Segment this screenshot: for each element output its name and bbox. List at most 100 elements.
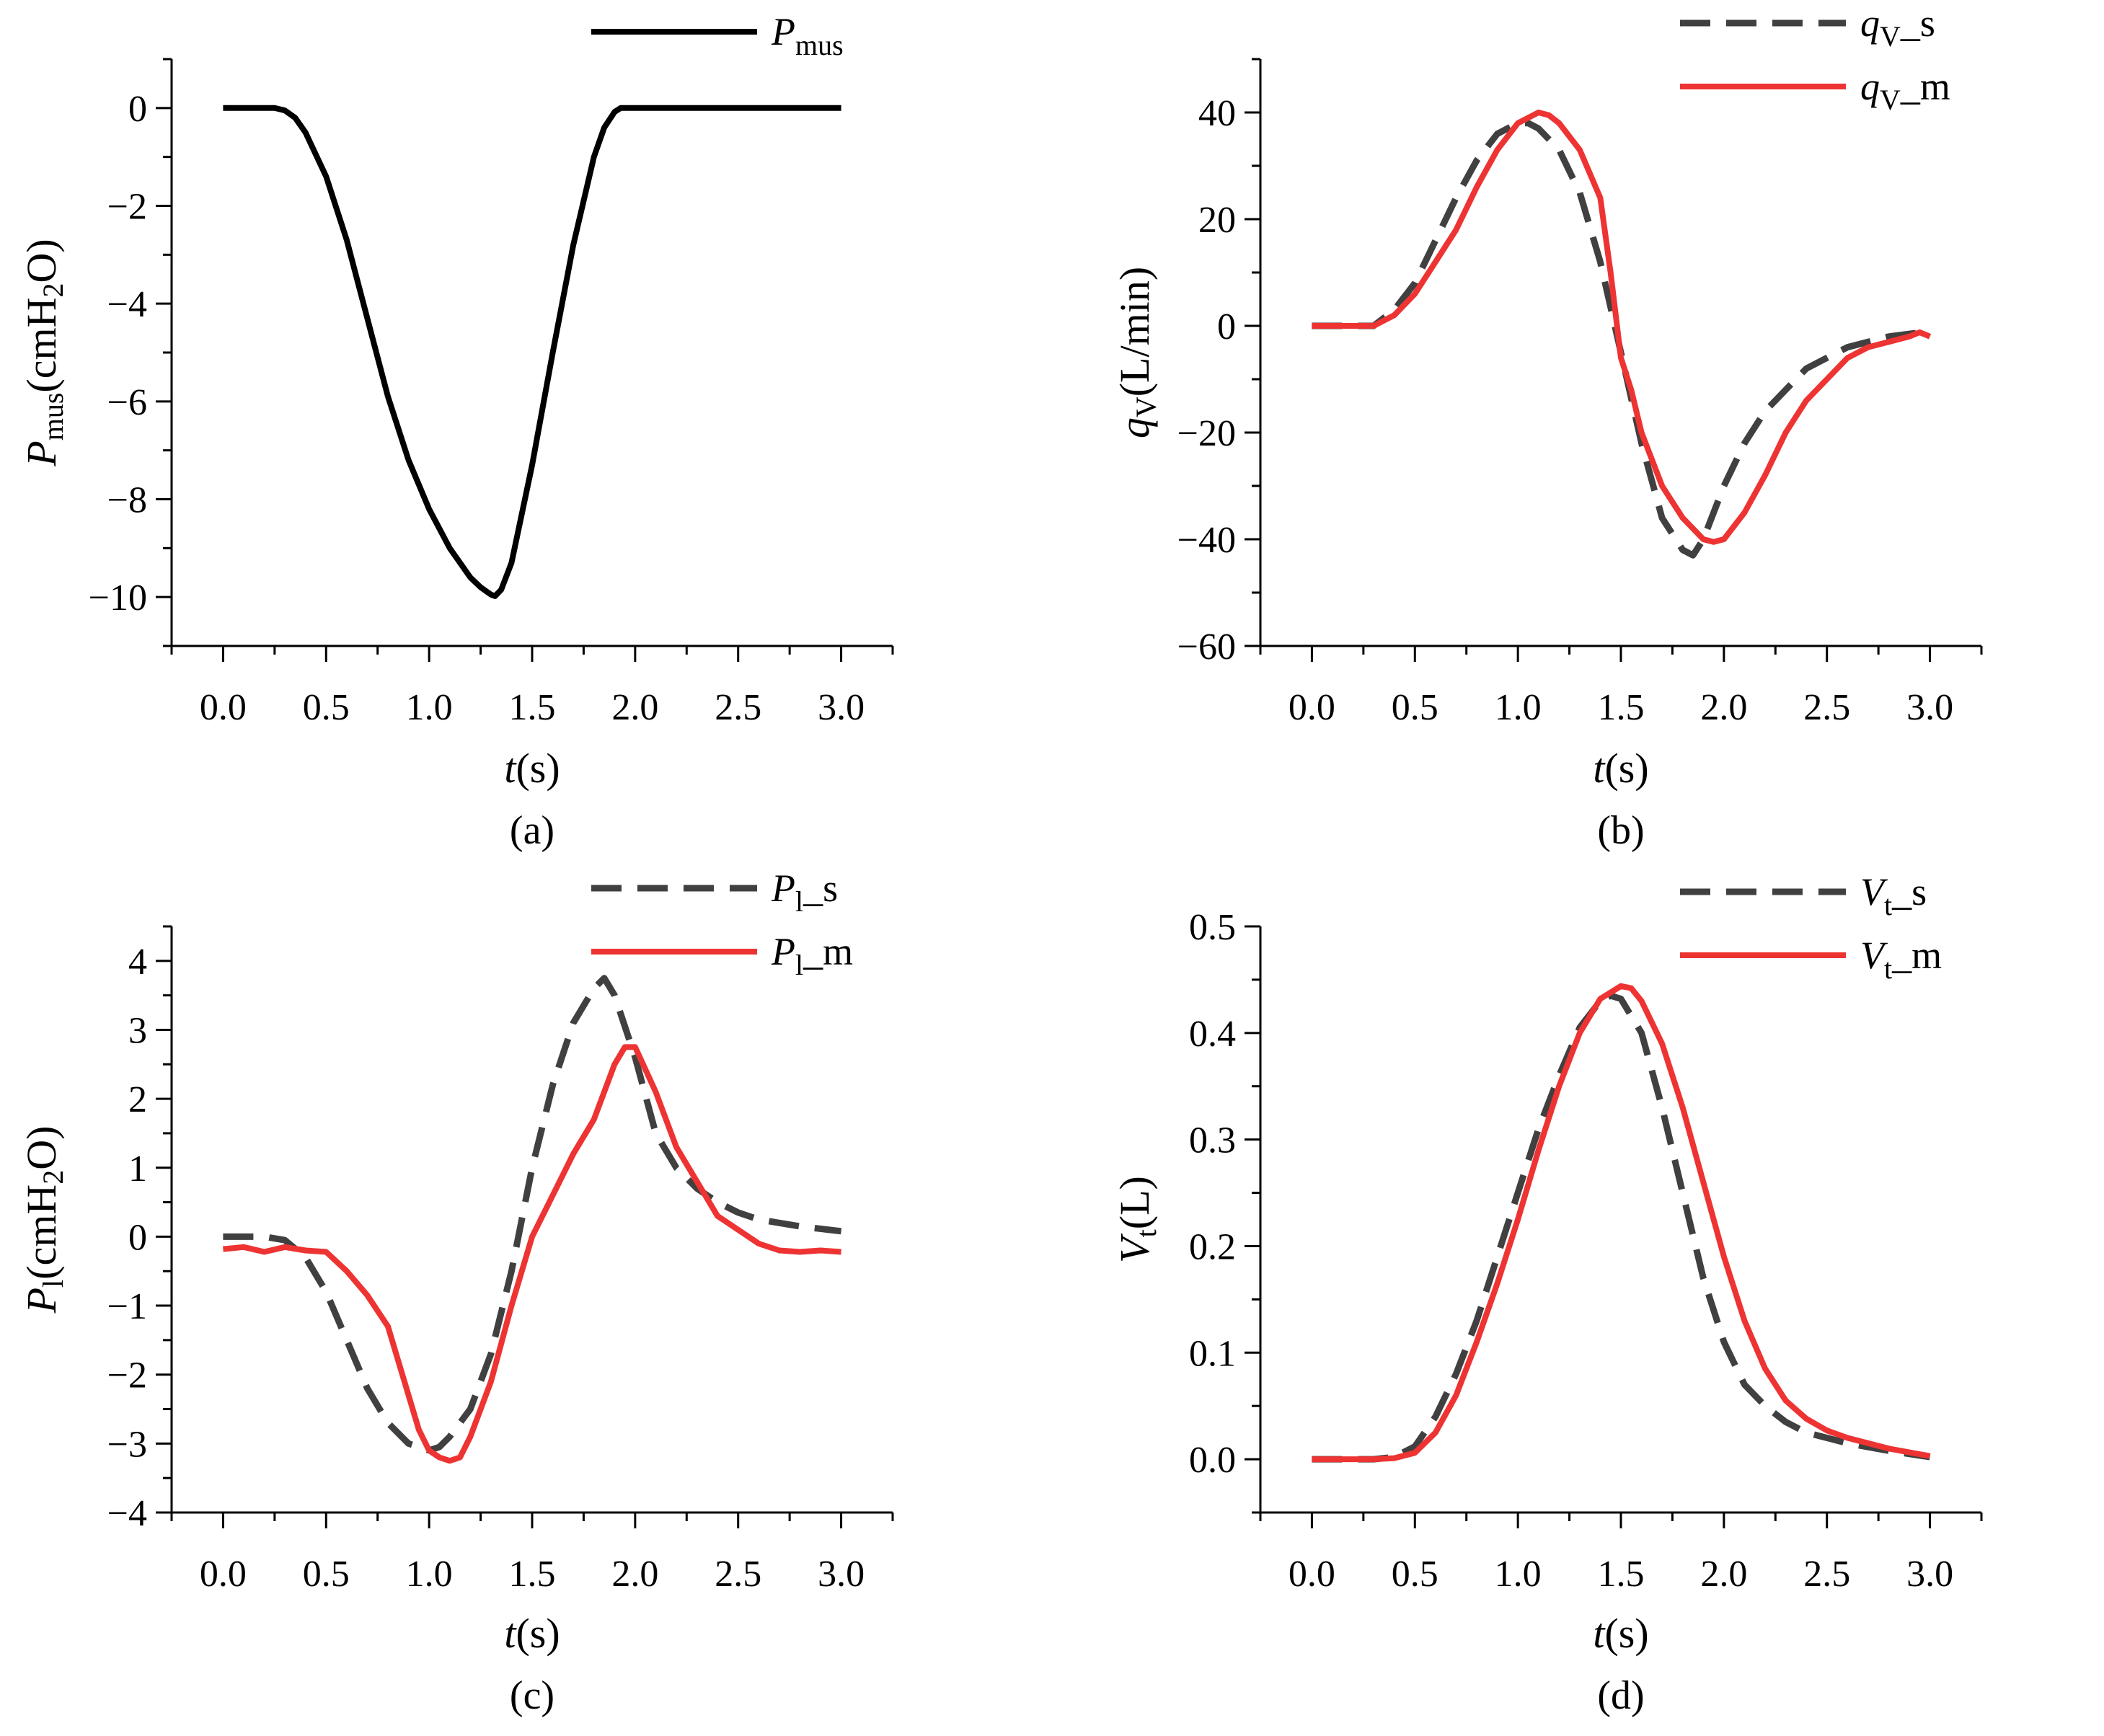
y-tick-label: −3	[107, 1424, 147, 1465]
y-tick-label: −2	[107, 187, 147, 228]
chart-panel-3: 0.0 0.5 1.0 1.5 2.0 2.5 3.0 4 3 2 1 0 −1 −2 −3 −4 t(s) Pl…	[18, 867, 894, 1718]
x-axis-label-unit: (s)	[516, 745, 560, 792]
x-tick-label: 1.0	[406, 1554, 453, 1595]
x-tick-label: 2.5	[1803, 1554, 1850, 1595]
legend-symbol: q	[1860, 65, 1880, 108]
y-tick-label: 0.4	[1189, 1014, 1236, 1055]
y-tick-label: −4	[107, 1493, 147, 1534]
chart-panel-1: 0.0 0.5 1.0 1.5 2.0 2.5 3.0 0 −2 −4 −6 −8 −10 t(s) Pmu…	[18, 10, 894, 853]
legend-label-2: Pl_m	[771, 930, 853, 981]
legend-suffix: _s	[803, 867, 838, 910]
chart-panel-2: 0.0 0.5 1.0 1.5 2.0 2.5 3.0 40 20 0 −20 −40 −60 t(s) q…	[1111, 1, 1983, 853]
y-axis-label-unit: (cmH	[18, 298, 65, 393]
x-tick-label: 2.0	[1700, 1554, 1747, 1595]
x-axis-label-symbol: t	[504, 745, 517, 792]
series-line-1	[223, 105, 841, 599]
y-tick-label: 4	[128, 942, 147, 983]
legend-label-1: Vt_s	[1860, 870, 1927, 921]
y-tick-label: 0	[128, 1217, 147, 1258]
y-axis-label-symbol: q	[1111, 417, 1158, 438]
y-tick-label: 3	[128, 1010, 147, 1051]
chart-panel-4: 0.0 0.5 1.0 1.5 2.0 2.5 3.0 0.5 0.4 0.3 0.2 0.1 0.0 t…	[1111, 870, 1983, 1718]
y-axis-label-subscript: t	[1130, 1229, 1162, 1237]
y-tick-label: −60	[1177, 626, 1236, 668]
x-axis-label-symbol: t	[1593, 1610, 1606, 1657]
x-tick-label: 1.5	[1598, 687, 1645, 728]
panel-caption: (a)	[510, 808, 554, 853]
legend-subscript: V	[1880, 84, 1901, 116]
x-axis-label-unit: (s)	[1604, 745, 1648, 792]
y-tick-label: −2	[107, 1355, 147, 1396]
x-tick-label: 0.5	[303, 687, 350, 728]
y-axis-label-subscript: V	[1130, 397, 1162, 417]
panel-caption: (c)	[510, 1673, 554, 1718]
y-tick-label: 0.3	[1189, 1120, 1236, 1161]
x-tick-label: 1.0	[1495, 1554, 1542, 1595]
y-axis-label-unit-end: O)	[18, 1126, 65, 1170]
legend-suffix: _m	[1900, 65, 1950, 108]
legend-symbol: V	[1860, 870, 1888, 913]
x-axis-label: t(s)	[1593, 745, 1648, 792]
x-tick-label: 2.0	[1700, 687, 1747, 728]
legend-symbol: P	[771, 10, 795, 53]
x-axis-label-unit: (s)	[516, 1610, 560, 1657]
legend-suffix: _s	[1891, 870, 1927, 913]
series-line-1	[1312, 120, 1931, 559]
y-axis-label-unit: (L/min)	[1111, 267, 1158, 397]
x-tick-label: 1.5	[509, 1554, 556, 1595]
y-tick-label: 0	[128, 89, 147, 130]
x-tick-label: 2.5	[715, 687, 761, 728]
y-axis-label: qV(L/min)	[1111, 267, 1162, 438]
series-line-2	[1312, 983, 1931, 1463]
y-tick-label: 0.0	[1189, 1440, 1236, 1481]
y-tick-label: −6	[107, 382, 147, 423]
legend-subscript: l	[795, 949, 803, 981]
y-axis-label: Pl(cmH2O)	[18, 1126, 69, 1314]
y-axis-label-unit-end: O)	[18, 239, 65, 283]
x-axis-label-symbol: t	[1593, 745, 1606, 792]
x-tick-label: 3.0	[818, 687, 865, 728]
y-axis-label-subscript: l	[37, 1280, 69, 1288]
legend-subscript: t	[1884, 889, 1892, 921]
x-tick-label: 1.0	[406, 687, 453, 728]
legend-label-2: Vt_m	[1860, 934, 1942, 985]
y-tick-label: −4	[107, 284, 147, 325]
legend-suffix: _m	[803, 930, 853, 973]
x-axis-label: t(s)	[1593, 1610, 1648, 1657]
y-axis-label: Pmus(cmH2O)	[18, 239, 69, 466]
legend-suffix: _s	[1900, 1, 1935, 45]
legend-label-1: qV_s	[1860, 1, 1935, 53]
legend-suffix: _m	[1891, 934, 1942, 977]
x-axis-label: t(s)	[504, 745, 560, 792]
x-tick-label: 3.0	[1906, 687, 1953, 728]
y-axis-label-symbol: V	[1111, 1233, 1158, 1263]
y-axis-label-subscript-2: 2	[37, 283, 69, 298]
y-axis-label-unit: (L)	[1111, 1176, 1158, 1229]
y-axis-label-subscript: mus	[37, 393, 69, 441]
legend-label-1: Pmus	[771, 10, 844, 61]
y-tick-label: 40	[1198, 93, 1236, 134]
legend-subscript: t	[1884, 952, 1892, 985]
legend-symbol: P	[771, 867, 795, 910]
x-tick-label: 0.0	[1289, 687, 1335, 728]
y-axis-label-symbol: P	[18, 440, 65, 466]
series-line-2	[223, 1044, 841, 1464]
legend-subscript: V	[1880, 20, 1901, 53]
x-tick-label: 0.5	[1392, 1554, 1438, 1595]
legend-symbol: P	[771, 930, 795, 973]
x-tick-label: 2.0	[611, 1554, 658, 1595]
y-tick-label: −1	[107, 1286, 147, 1327]
panel-caption: (b)	[1597, 808, 1644, 853]
y-tick-label: −8	[107, 480, 147, 521]
y-axis-label-subscript-2: 2	[37, 1170, 69, 1184]
y-tick-label: 0.1	[1189, 1333, 1236, 1374]
y-tick-label: 1	[128, 1148, 147, 1190]
y-tick-label: 0.2	[1189, 1226, 1236, 1267]
legend-subscript: l	[795, 885, 803, 918]
x-tick-label: 2.0	[611, 687, 658, 728]
x-tick-label: 0.0	[200, 687, 247, 728]
y-tick-label: −40	[1177, 520, 1236, 561]
x-tick-label: 0.5	[303, 1554, 350, 1595]
x-tick-label: 1.5	[1598, 1554, 1645, 1595]
